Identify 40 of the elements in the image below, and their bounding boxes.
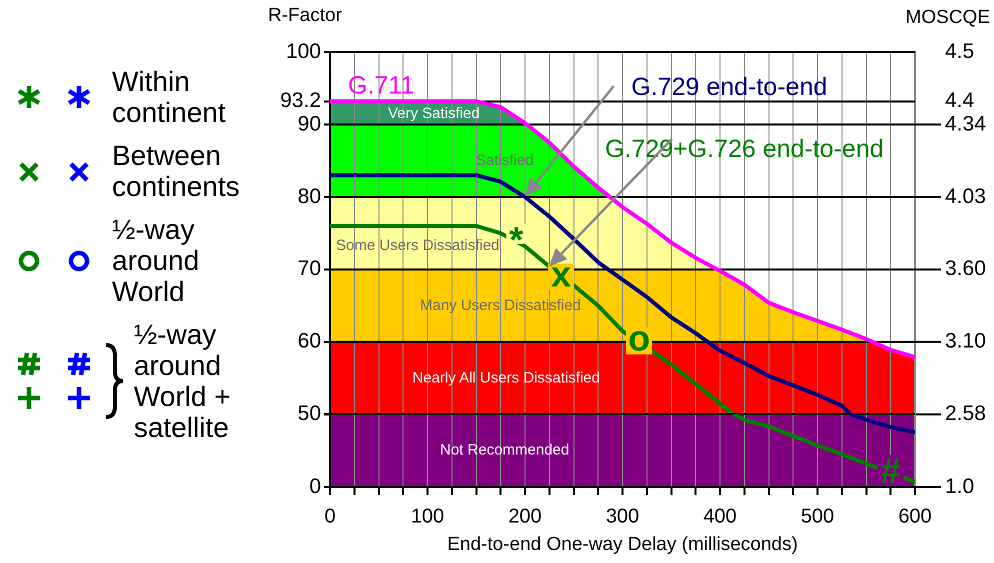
y-tick-label: 60 xyxy=(298,330,321,353)
band-label: Not Recommended xyxy=(440,442,570,460)
text: Within continent xyxy=(112,66,227,128)
y-tick-label: 50 xyxy=(298,402,321,426)
band-label: Nearly All Users Dissatisfied xyxy=(412,369,600,386)
y2-axis-title: MOSCQE xyxy=(906,7,990,29)
series-label: G.711 xyxy=(348,71,414,100)
text: Between continents xyxy=(112,140,241,202)
y-tick-label: 0 xyxy=(309,475,321,498)
text: 4.03 xyxy=(945,184,986,208)
y-axis-title: R-Factor xyxy=(268,5,342,27)
x-tick-label: 400 xyxy=(703,506,737,528)
text: 4.4 xyxy=(945,89,975,112)
text: 1.0 xyxy=(945,475,974,498)
text: 2.58 xyxy=(945,402,986,426)
y-tick-label: 93.2 xyxy=(280,89,321,112)
y-tick-label: 80 xyxy=(298,184,321,208)
text: G.729+G.726 end-to-end xyxy=(604,135,884,164)
x-tick-label: 300 xyxy=(606,506,640,528)
y-tick-label: 70 xyxy=(298,257,321,280)
text: 4.5 xyxy=(945,40,974,63)
text: 4.34 xyxy=(945,112,986,136)
y-tick-label: 100 xyxy=(286,40,321,63)
annotation: * xyxy=(509,218,524,260)
x-tick-label: 100 xyxy=(410,506,444,528)
x-tick-label: 500 xyxy=(800,506,834,528)
text: G.729 end-to-end xyxy=(631,72,828,101)
text: 3.60 xyxy=(945,257,986,280)
y-tick-label: 90 xyxy=(298,112,321,136)
text: ½-way around World + satellite xyxy=(134,319,232,443)
annotation: x xyxy=(551,254,572,295)
annotation: # xyxy=(880,450,901,492)
text: 3.10 xyxy=(945,330,986,353)
x-tick-label: 0 xyxy=(324,506,336,528)
x-tick-label: 600 xyxy=(898,506,932,528)
x-tick-label: 200 xyxy=(508,506,542,528)
text: ½-way around World xyxy=(112,214,200,307)
x-axis-title: End-to-end One-way Delay (milliseconds) xyxy=(447,534,798,556)
annotation: o xyxy=(628,317,650,358)
band-label: Very Satisfied xyxy=(388,105,480,122)
